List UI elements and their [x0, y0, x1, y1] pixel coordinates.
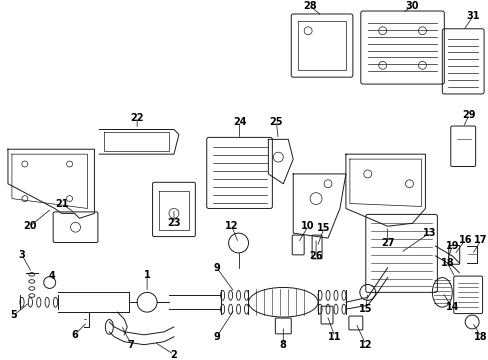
- Text: 23: 23: [167, 218, 181, 228]
- Text: 11: 11: [327, 332, 341, 342]
- Text: 18: 18: [440, 258, 453, 268]
- Text: 19: 19: [445, 241, 458, 251]
- Text: 14: 14: [445, 302, 458, 312]
- Text: 9: 9: [213, 263, 220, 273]
- Text: 25: 25: [269, 117, 283, 127]
- Text: 1: 1: [143, 270, 150, 280]
- Text: 5: 5: [11, 310, 17, 320]
- Text: 12: 12: [358, 340, 372, 350]
- Text: 15: 15: [317, 223, 330, 233]
- Text: 29: 29: [462, 110, 475, 120]
- Text: 20: 20: [23, 221, 37, 231]
- Text: 21: 21: [55, 198, 68, 208]
- Text: 28: 28: [303, 1, 316, 11]
- Text: 9: 9: [213, 332, 220, 342]
- Text: 12: 12: [224, 221, 238, 231]
- Text: 2: 2: [170, 350, 177, 360]
- Text: 16: 16: [458, 235, 471, 245]
- Text: 18: 18: [473, 332, 487, 342]
- Text: 22: 22: [130, 113, 143, 123]
- Text: 4: 4: [48, 271, 55, 280]
- Text: 13: 13: [422, 228, 435, 238]
- Text: 31: 31: [466, 11, 479, 21]
- Text: 26: 26: [309, 251, 322, 261]
- Text: 15: 15: [358, 304, 372, 314]
- Text: 8: 8: [279, 340, 286, 350]
- Text: 3: 3: [19, 250, 25, 260]
- Text: 24: 24: [232, 117, 246, 127]
- Text: 17: 17: [473, 235, 487, 245]
- Text: 27: 27: [380, 238, 394, 248]
- Text: 6: 6: [71, 330, 78, 340]
- Text: 10: 10: [301, 221, 314, 231]
- Text: 30: 30: [405, 1, 418, 11]
- Text: 7: 7: [127, 340, 134, 350]
